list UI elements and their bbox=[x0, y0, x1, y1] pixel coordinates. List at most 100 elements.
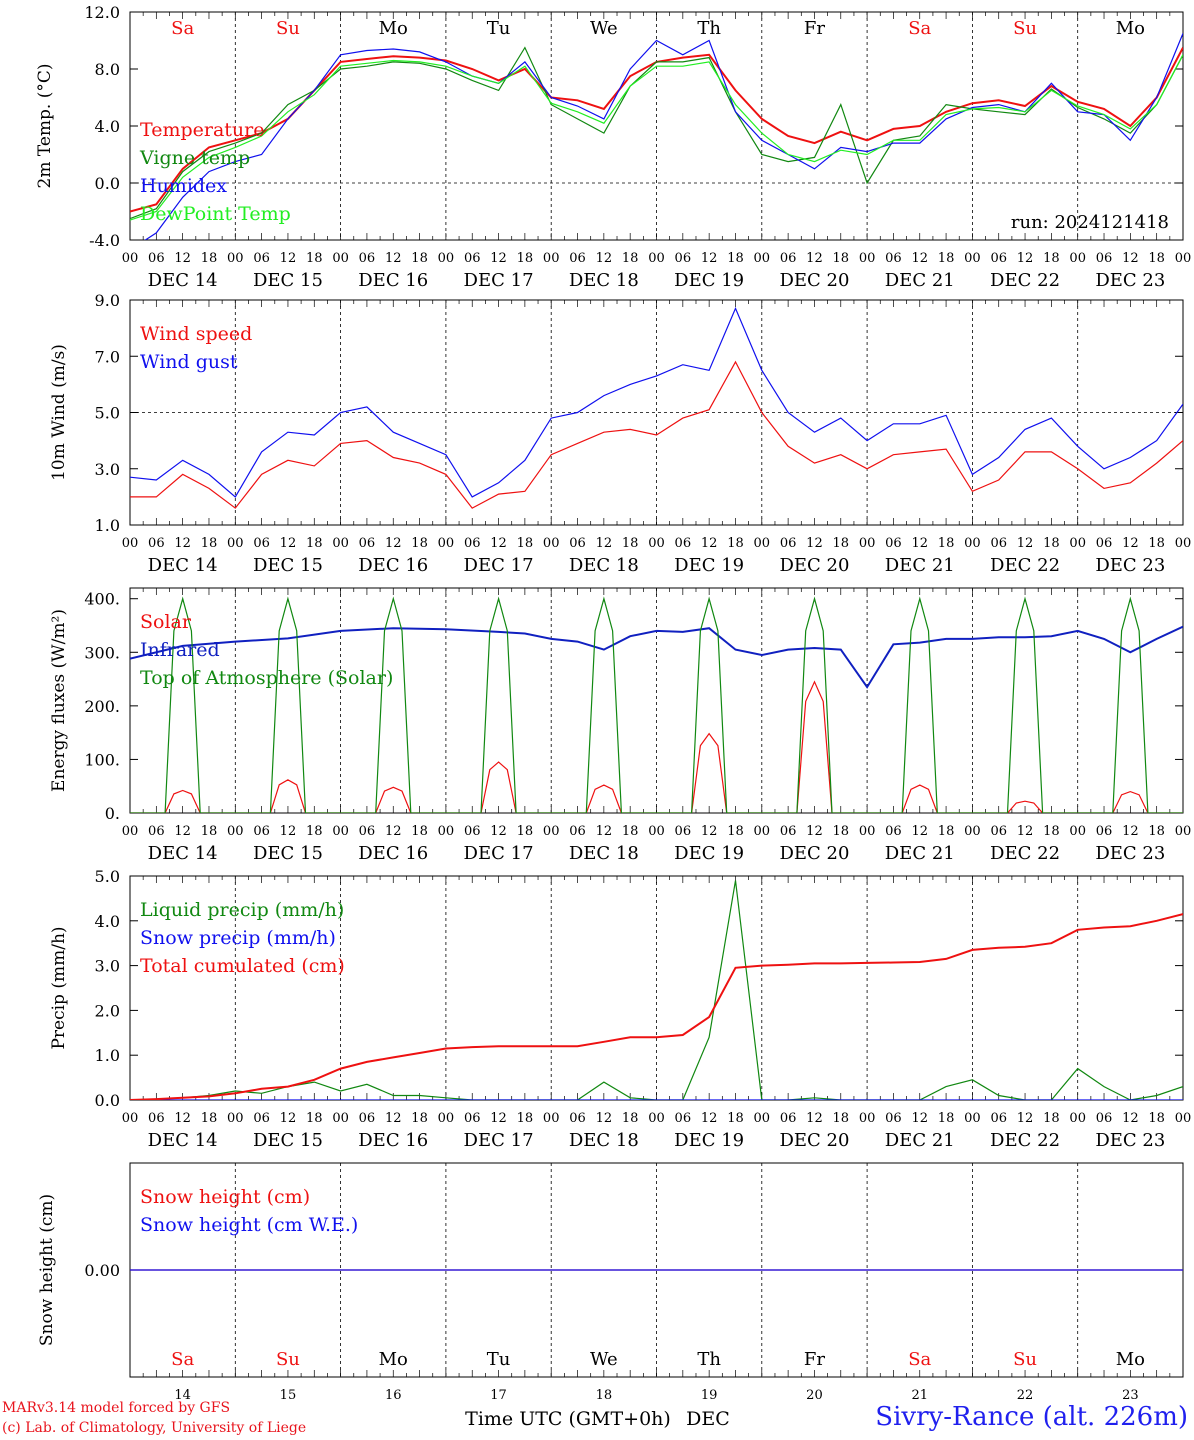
hour-label: 18 bbox=[727, 251, 744, 266]
y-tick-label: 1.0 bbox=[95, 516, 120, 535]
hour-label: 18 bbox=[727, 536, 744, 551]
station-name: Sivry-Rance (alt. 226m) bbox=[875, 1402, 1188, 1432]
date-label: DEC 15 bbox=[253, 555, 323, 576]
hour-label: 18 bbox=[622, 536, 639, 551]
hour-label: 06 bbox=[464, 536, 481, 551]
day-number: 23 bbox=[1122, 1388, 1139, 1403]
legend-entry: Infrared bbox=[140, 639, 220, 661]
hour-label: 12 bbox=[1017, 824, 1034, 839]
hour-label: 12 bbox=[385, 824, 402, 839]
hour-label: 06 bbox=[569, 251, 586, 266]
date-label: DEC 18 bbox=[569, 555, 639, 576]
hour-label: 18 bbox=[938, 251, 955, 266]
hour-label: 00 bbox=[754, 1111, 771, 1126]
hour-label: 06 bbox=[253, 251, 270, 266]
day-number: 19 bbox=[701, 1388, 718, 1403]
hour-label: 06 bbox=[148, 1111, 165, 1126]
hour-label: 12 bbox=[806, 824, 823, 839]
hour-label: 18 bbox=[411, 1111, 428, 1126]
date-label: DEC 15 bbox=[253, 843, 323, 864]
hour-label: 00 bbox=[332, 824, 349, 839]
hour-label: 00 bbox=[859, 1111, 876, 1126]
legend-entry: Wind speed bbox=[140, 323, 252, 345]
date-label: DEC 21 bbox=[885, 555, 955, 576]
date-label: DEC 22 bbox=[990, 270, 1060, 291]
hour-label: 00 bbox=[543, 1111, 560, 1126]
y-tick-label: 2.0 bbox=[95, 1001, 120, 1020]
date-label: DEC 22 bbox=[990, 843, 1060, 864]
hour-label: 18 bbox=[833, 536, 850, 551]
date-label: DEC 23 bbox=[1095, 270, 1165, 291]
hour-label: 12 bbox=[280, 251, 297, 266]
date-label: DEC 17 bbox=[464, 843, 534, 864]
hour-label: 00 bbox=[648, 536, 665, 551]
hour-label: 12 bbox=[174, 824, 191, 839]
legend-entry: Snow precip (mm/h) bbox=[140, 927, 336, 949]
hour-label: 00 bbox=[122, 1111, 139, 1126]
y-axis-title: 2m Temp. (°C) bbox=[35, 63, 55, 188]
hour-label: 00 bbox=[754, 251, 771, 266]
model-credit: MARv3.14 model forced by GFS bbox=[2, 1400, 231, 1416]
legend-entry: Solar bbox=[140, 611, 192, 633]
hour-label: 12 bbox=[701, 824, 718, 839]
date-label: DEC 23 bbox=[1095, 555, 1165, 576]
hour-label: 00 bbox=[227, 536, 244, 551]
date-label: DEC 15 bbox=[253, 270, 323, 291]
date-label: DEC 21 bbox=[885, 1130, 955, 1151]
hour-label: 06 bbox=[1096, 251, 1113, 266]
y-axis-title: Precip (mm/h) bbox=[49, 926, 69, 1049]
hour-label: 00 bbox=[964, 251, 981, 266]
weekday-label: Sa bbox=[171, 1349, 194, 1370]
date-label: DEC 19 bbox=[674, 843, 744, 864]
legend-entry: Snow height (cm W.E.) bbox=[140, 1214, 358, 1236]
hour-label: 00 bbox=[332, 251, 349, 266]
hour-label: 00 bbox=[964, 824, 981, 839]
hour-label: 12 bbox=[701, 251, 718, 266]
hour-label: 00 bbox=[227, 824, 244, 839]
hour-label: 18 bbox=[517, 536, 534, 551]
y-tick-label: 4.0 bbox=[95, 117, 120, 136]
weekday-label: Mo bbox=[379, 18, 408, 39]
hour-label: 06 bbox=[780, 824, 797, 839]
weekday-label: Mo bbox=[1116, 18, 1145, 39]
hour-label: 12 bbox=[1122, 536, 1139, 551]
hour-label: 12 bbox=[1017, 251, 1034, 266]
hour-label: 00 bbox=[122, 824, 139, 839]
hour-label: 12 bbox=[385, 1111, 402, 1126]
hour-label: 18 bbox=[833, 251, 850, 266]
date-label: DEC 20 bbox=[779, 270, 849, 291]
weekday-label: Su bbox=[276, 18, 300, 39]
date-label: DEC 14 bbox=[148, 270, 218, 291]
weekday-label: Mo bbox=[1116, 1349, 1145, 1370]
hour-label: 12 bbox=[911, 251, 928, 266]
weekday-label: Sa bbox=[908, 18, 931, 39]
hour-label: 00 bbox=[859, 536, 876, 551]
hour-label: 00 bbox=[122, 251, 139, 266]
hour-label: 06 bbox=[359, 536, 376, 551]
series-line bbox=[130, 46, 1183, 220]
hour-label: 00 bbox=[438, 1111, 455, 1126]
hour-label: 06 bbox=[569, 824, 586, 839]
hour-label: 18 bbox=[306, 251, 323, 266]
hour-label: 06 bbox=[253, 1111, 270, 1126]
hour-label: 00 bbox=[1069, 1111, 1086, 1126]
y-tick-label: 5.0 bbox=[95, 867, 120, 886]
hour-label: 00 bbox=[1175, 251, 1192, 266]
date-label: DEC 22 bbox=[990, 1130, 1060, 1151]
hour-label: 18 bbox=[306, 536, 323, 551]
hour-label: 00 bbox=[1069, 251, 1086, 266]
date-label: DEC 22 bbox=[990, 555, 1060, 576]
x-axis-title: Time UTC (GMT+0h) bbox=[465, 1408, 671, 1430]
hour-label: 06 bbox=[464, 251, 481, 266]
date-label: DEC 16 bbox=[358, 1130, 428, 1151]
date-label: DEC 14 bbox=[148, 1130, 218, 1151]
date-label: DEC 17 bbox=[464, 1130, 534, 1151]
date-label: DEC 20 bbox=[779, 843, 849, 864]
hour-label: 06 bbox=[253, 824, 270, 839]
date-label: DEC 17 bbox=[464, 555, 534, 576]
y-tick-label: 8.0 bbox=[95, 60, 120, 79]
hour-label: 18 bbox=[517, 824, 534, 839]
y-tick-label: 200. bbox=[84, 697, 120, 716]
series-line bbox=[130, 54, 1183, 221]
date-label: DEC 16 bbox=[358, 270, 428, 291]
